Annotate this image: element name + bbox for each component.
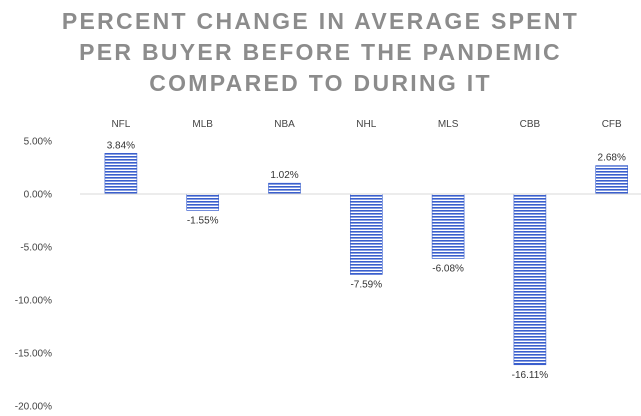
y-tick-label: 5.00% <box>24 137 52 148</box>
y-tick-label: -20.00% <box>15 402 52 413</box>
data-label: -6.08% <box>432 263 464 274</box>
y-axis: 5.00% 0.00% -5.00% -10.00% -15.00% -20.00% <box>15 137 52 413</box>
chart-title-line-2: PER BUYER BEFORE THE PANDEMIC <box>79 39 562 65</box>
y-tick-label: 0.00% <box>24 190 52 201</box>
category-label: NBA <box>274 119 295 130</box>
bar-mlb <box>186 193 219 211</box>
bar-cfb <box>595 165 629 195</box>
bar-nba <box>268 182 301 195</box>
category-label: CFB <box>602 119 622 130</box>
bar-cbb <box>513 193 547 366</box>
chart-title-line-3: COMPARED TO DURING IT <box>149 70 492 96</box>
category-label: NHL <box>356 119 376 130</box>
y-tick-label: -15.00% <box>15 349 52 360</box>
category-label: CBB <box>520 119 541 130</box>
bars <box>80 152 641 366</box>
chart-title-line-1: PERCENT CHANGE IN AVERAGE SPENT <box>61 8 580 34</box>
y-tick-label: -10.00% <box>15 296 52 307</box>
data-label: 1.02% <box>270 170 298 181</box>
data-label: 3.84% <box>107 140 135 151</box>
category-labels: NFL MLB NBA NHL MLS CBB CFB <box>111 119 622 130</box>
data-label: -16.11% <box>512 370 549 381</box>
category-label: MLB <box>192 119 213 130</box>
y-tick-label: -5.00% <box>20 243 52 254</box>
chart-title: PERCENT CHANGE IN AVERAGE SPENT PER BUYE… <box>0 6 641 99</box>
data-label: -7.59% <box>350 279 382 290</box>
bar-nhl <box>349 193 383 275</box>
category-label: MLS <box>438 119 459 130</box>
bar-mls <box>431 193 465 259</box>
bar-nfl <box>104 152 138 195</box>
data-label: -1.55% <box>187 215 219 226</box>
category-label: NFL <box>111 119 130 130</box>
data-labels: 3.84% -1.55% 1.02% -7.59% -6.08% -16.11% 2.68% <box>107 140 626 380</box>
data-label: 2.68% <box>598 153 626 164</box>
